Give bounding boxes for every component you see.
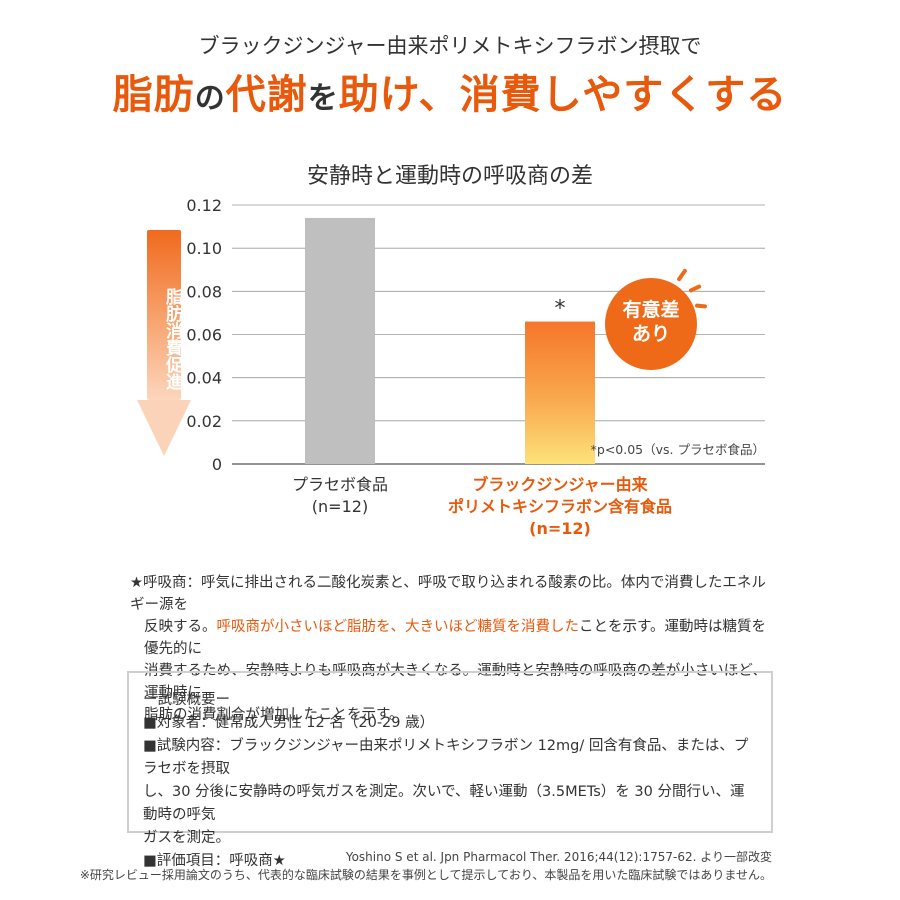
footnote-highlight: 呼吸商が小さいほど脂肪を、大きいほど糖質を消費した [216,619,580,635]
x-category-label: (n=12) [529,519,591,538]
footnote-line-2: 反映する。呼吸商が小さいほど脂肪を、大きいほど糖質を消費したことを示す。運動時は… [130,616,780,660]
y-tick-label: 0.08 [186,282,222,301]
disclaimer: ※研究レビュー採用論文のうち、代表的な臨床試験の結果を事例として提示しており、本… [79,868,772,882]
headline-part-1: 脂肪 [112,72,195,118]
y-tick-label: 0.06 [186,326,222,345]
y-tick-label: 0.02 [186,412,222,431]
summary-content-1: ■試験内容：ブラックジンジャー由来ポリメトキシフラボン 12mg/ 回含有食品、… [143,738,749,777]
bar [525,321,595,464]
badge-line-1: 有意差 [622,299,680,321]
significance-mark: * [555,297,566,322]
headline: 脂肪の代謝を助け、消費しやすくする [0,62,900,120]
significance-note: *p<0.05（vs. プラセボ食品） [591,442,765,457]
headline-part-5: 助け、消費しやすくする [338,72,788,118]
chart-title: 安静時と運動時の呼吸商の差 [306,164,593,189]
y-tick-label: 0.12 [186,196,222,215]
trial-summary-box: ー試験概要ー ■対象者：健常成人男性 12 名（20-29 歳） ■試験内容：ブ… [127,671,773,869]
y-tick-label: 0 [212,455,222,474]
headline-part-4: を [307,81,339,116]
significance-badge: 有意差 あり [605,278,697,370]
footnote-line-2-pre: 反映する。 [144,619,217,635]
citation: Yoshino S et al. Jpn Pharmacol Ther. 201… [345,850,772,864]
footnote-line-2-post: ことを示す。運動時は糖質を優先的に [144,619,767,657]
y-tick-label: 0.10 [186,239,222,258]
summary-evaluation: ■評価項目：呼吸商★ [143,853,286,869]
side-arrow-bar [147,230,181,400]
footnote-line-1: ★呼吸商：呼気に排出される二酸化炭素と、呼吸で取り込まれる酸素の比。体内で消費し… [130,575,766,613]
side-label-text: 脂肪消費促進 [162,288,182,390]
down-arrow-icon [137,400,191,456]
x-category-label: ポリメトキシフラボン含有食品 [448,497,672,516]
bar [305,217,375,464]
x-category-label: プラセボ食品 [292,475,388,494]
summary-content-3: ガスを測定。 [143,830,230,846]
summary-subjects: ■対象者：健常成人男性 12 名（20-29 歳） [143,715,435,731]
badge-line-2: あり [631,323,670,345]
headline-part-3: 代謝 [225,72,308,118]
x-category-label: ブラックジンジャー由来 [472,475,648,494]
x-category-label: (n=12) [312,497,368,516]
summary-content-2: し、30 分後に安静時の呼気ガスを測定。次いで、軽い運動（3.5METs）を 3… [143,784,745,823]
footnote-line-4: 脂肪の消費割合が増加したことを示す。 [144,707,404,723]
bar-chart: 0 0.02 0.04 0.06 0.08 0.10 0.12 * *p<0.05（vs. プラ… [186,196,765,538]
y-tick-label: 0.04 [186,369,222,388]
summary-heading: ー試験概要ー [143,692,230,708]
subtitle: ブラックジンジャー由来ポリメトキシフラボン摂取で [198,34,702,58]
headline-part-2: の [194,81,226,116]
